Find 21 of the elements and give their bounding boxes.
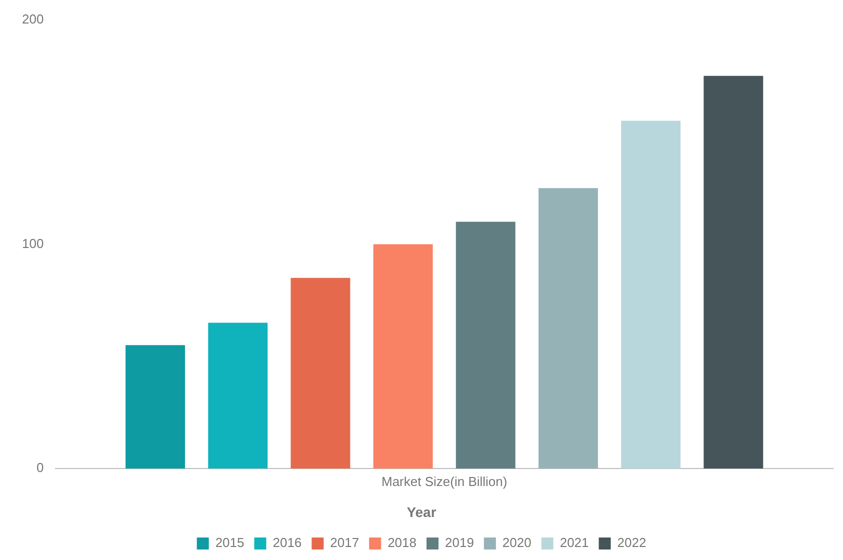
- bar: [621, 120, 681, 469]
- legend-label: 2019: [445, 535, 474, 550]
- legend-label: 2020: [502, 535, 532, 550]
- y-tick-label: 0: [36, 460, 44, 476]
- legend-label: 2018: [388, 535, 416, 550]
- bar: [538, 188, 598, 469]
- bar: [290, 278, 350, 469]
- legend-label: 2022: [617, 535, 646, 550]
- legend-title: Year: [406, 504, 437, 520]
- bar: [208, 322, 268, 469]
- bar: [373, 244, 433, 469]
- x-tick-label: Market Size(in Billion): [381, 474, 508, 489]
- bar: [456, 222, 516, 469]
- y-tick-label: 200: [22, 11, 44, 26]
- bar: [704, 76, 764, 469]
- legend-label: 2015: [215, 535, 244, 550]
- legend-label: 2016: [272, 535, 302, 550]
- y-tick-label: 100: [22, 236, 44, 251]
- bar: [126, 345, 186, 469]
- legend-label: 2021: [560, 535, 589, 550]
- legend-label: 2017: [330, 535, 360, 550]
